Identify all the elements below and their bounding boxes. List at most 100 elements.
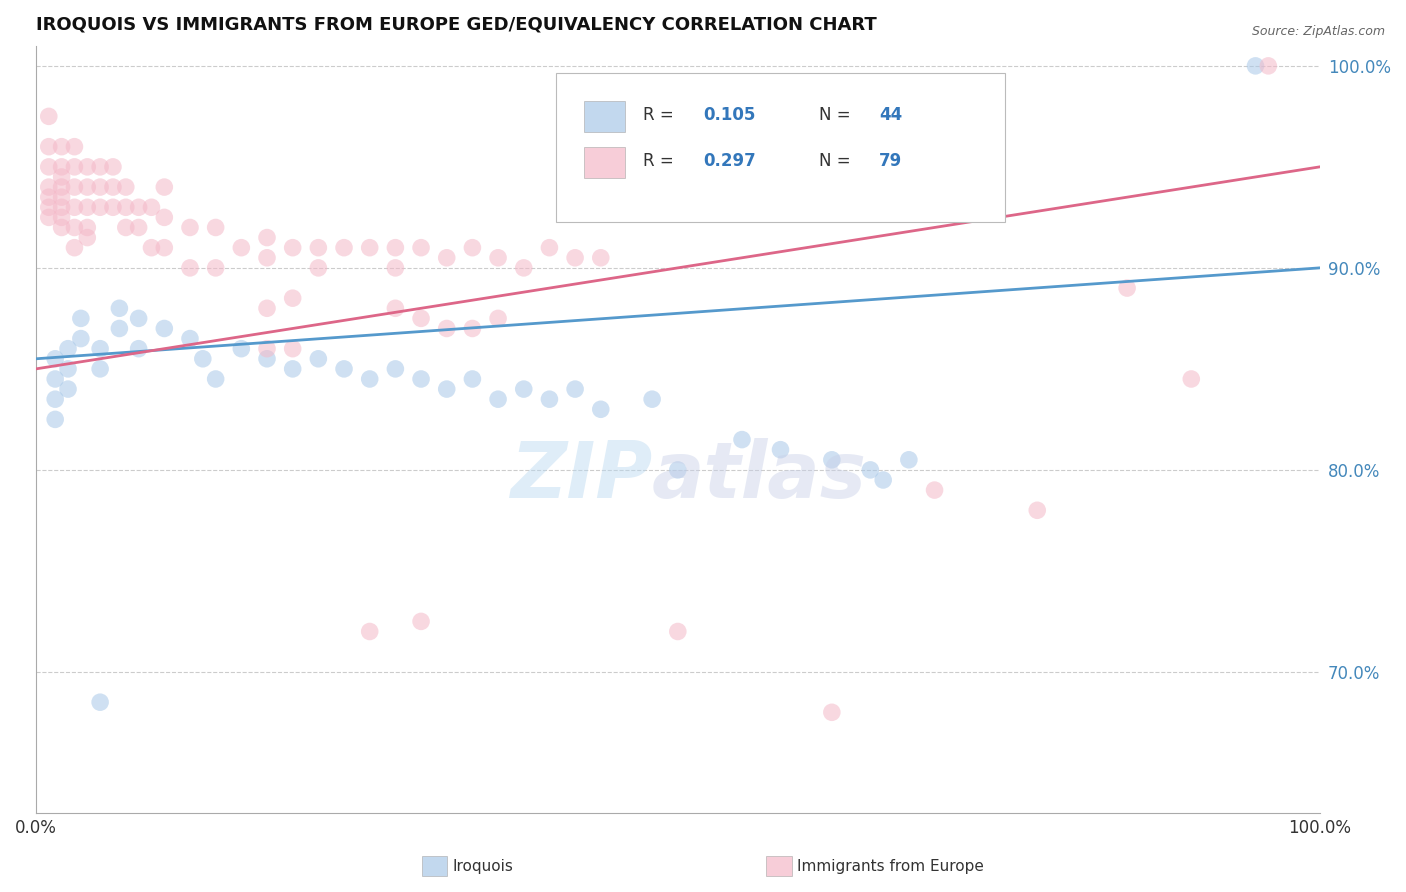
Point: [1244, 59, 1267, 73]
Point: [63, 180, 86, 194]
Point: [384, 362, 406, 376]
Point: [486, 311, 509, 326]
Point: [256, 342, 278, 356]
Point: [307, 351, 329, 366]
Point: [513, 260, 536, 275]
Point: [872, 473, 894, 487]
Point: [89, 342, 111, 356]
Point: [89, 200, 111, 214]
Point: [114, 220, 136, 235]
Point: [101, 200, 124, 214]
Point: [256, 251, 278, 265]
Text: Source: ZipAtlas.com: Source: ZipAtlas.com: [1251, 25, 1385, 38]
Point: [384, 260, 406, 275]
Point: [141, 241, 163, 255]
Point: [513, 382, 536, 396]
Point: [897, 452, 920, 467]
Point: [359, 624, 381, 639]
FancyBboxPatch shape: [583, 101, 626, 132]
Point: [128, 311, 150, 326]
Point: [191, 351, 214, 366]
Point: [70, 332, 93, 346]
Point: [307, 260, 329, 275]
Point: [70, 311, 93, 326]
Point: [859, 463, 882, 477]
Point: [51, 180, 73, 194]
Point: [281, 291, 304, 305]
Point: [333, 241, 356, 255]
Point: [538, 392, 561, 407]
Point: [153, 180, 176, 194]
Point: [128, 342, 150, 356]
Point: [56, 382, 79, 396]
Point: [641, 392, 664, 407]
Point: [51, 200, 73, 214]
Point: [114, 200, 136, 214]
Point: [76, 180, 98, 194]
Point: [89, 180, 111, 194]
Point: [38, 200, 60, 214]
Point: [538, 241, 561, 255]
Text: 0.105: 0.105: [703, 106, 756, 124]
Point: [51, 169, 73, 184]
Point: [409, 311, 432, 326]
Point: [101, 160, 124, 174]
Text: N =: N =: [820, 106, 856, 124]
Point: [38, 180, 60, 194]
Point: [108, 321, 131, 335]
Text: 44: 44: [879, 106, 903, 124]
Text: ZIP: ZIP: [510, 438, 652, 514]
Point: [256, 230, 278, 244]
Point: [38, 190, 60, 204]
Point: [231, 241, 253, 255]
Point: [44, 351, 66, 366]
Point: [1180, 372, 1202, 386]
Point: [821, 452, 844, 467]
Point: [231, 342, 253, 356]
FancyBboxPatch shape: [555, 72, 1005, 222]
Text: R =: R =: [643, 106, 679, 124]
Point: [204, 220, 226, 235]
Point: [307, 241, 329, 255]
Point: [281, 342, 304, 356]
Point: [409, 241, 432, 255]
Point: [359, 372, 381, 386]
Point: [731, 433, 754, 447]
Text: IROQUOIS VS IMMIGRANTS FROM EUROPE GED/EQUIVALENCY CORRELATION CHART: IROQUOIS VS IMMIGRANTS FROM EUROPE GED/E…: [37, 15, 877, 33]
Point: [461, 321, 484, 335]
Point: [564, 382, 586, 396]
Point: [564, 251, 586, 265]
Point: [666, 624, 689, 639]
Text: 0.297: 0.297: [703, 152, 756, 169]
Point: [63, 139, 86, 153]
Point: [333, 362, 356, 376]
Point: [38, 211, 60, 225]
Point: [461, 372, 484, 386]
Point: [1026, 503, 1049, 517]
Point: [179, 220, 201, 235]
Point: [924, 483, 946, 497]
Point: [204, 260, 226, 275]
Point: [179, 260, 201, 275]
Point: [63, 200, 86, 214]
Point: [38, 160, 60, 174]
Point: [63, 220, 86, 235]
Text: R =: R =: [643, 152, 679, 169]
Point: [486, 251, 509, 265]
Point: [769, 442, 792, 457]
Point: [589, 402, 612, 417]
Point: [589, 251, 612, 265]
FancyBboxPatch shape: [583, 147, 626, 178]
Point: [179, 332, 201, 346]
Text: atlas: atlas: [652, 438, 868, 514]
Point: [101, 180, 124, 194]
Point: [51, 160, 73, 174]
Point: [63, 160, 86, 174]
Point: [384, 241, 406, 255]
Point: [281, 362, 304, 376]
Point: [114, 180, 136, 194]
Point: [76, 230, 98, 244]
Point: [44, 392, 66, 407]
Point: [666, 463, 689, 477]
Point: [51, 220, 73, 235]
